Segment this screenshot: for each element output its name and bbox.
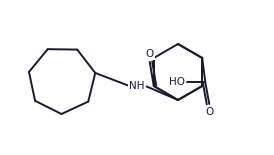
Text: O: O <box>205 107 213 117</box>
Text: O: O <box>145 49 154 59</box>
Text: NH: NH <box>129 82 144 91</box>
Text: HO: HO <box>169 77 185 87</box>
